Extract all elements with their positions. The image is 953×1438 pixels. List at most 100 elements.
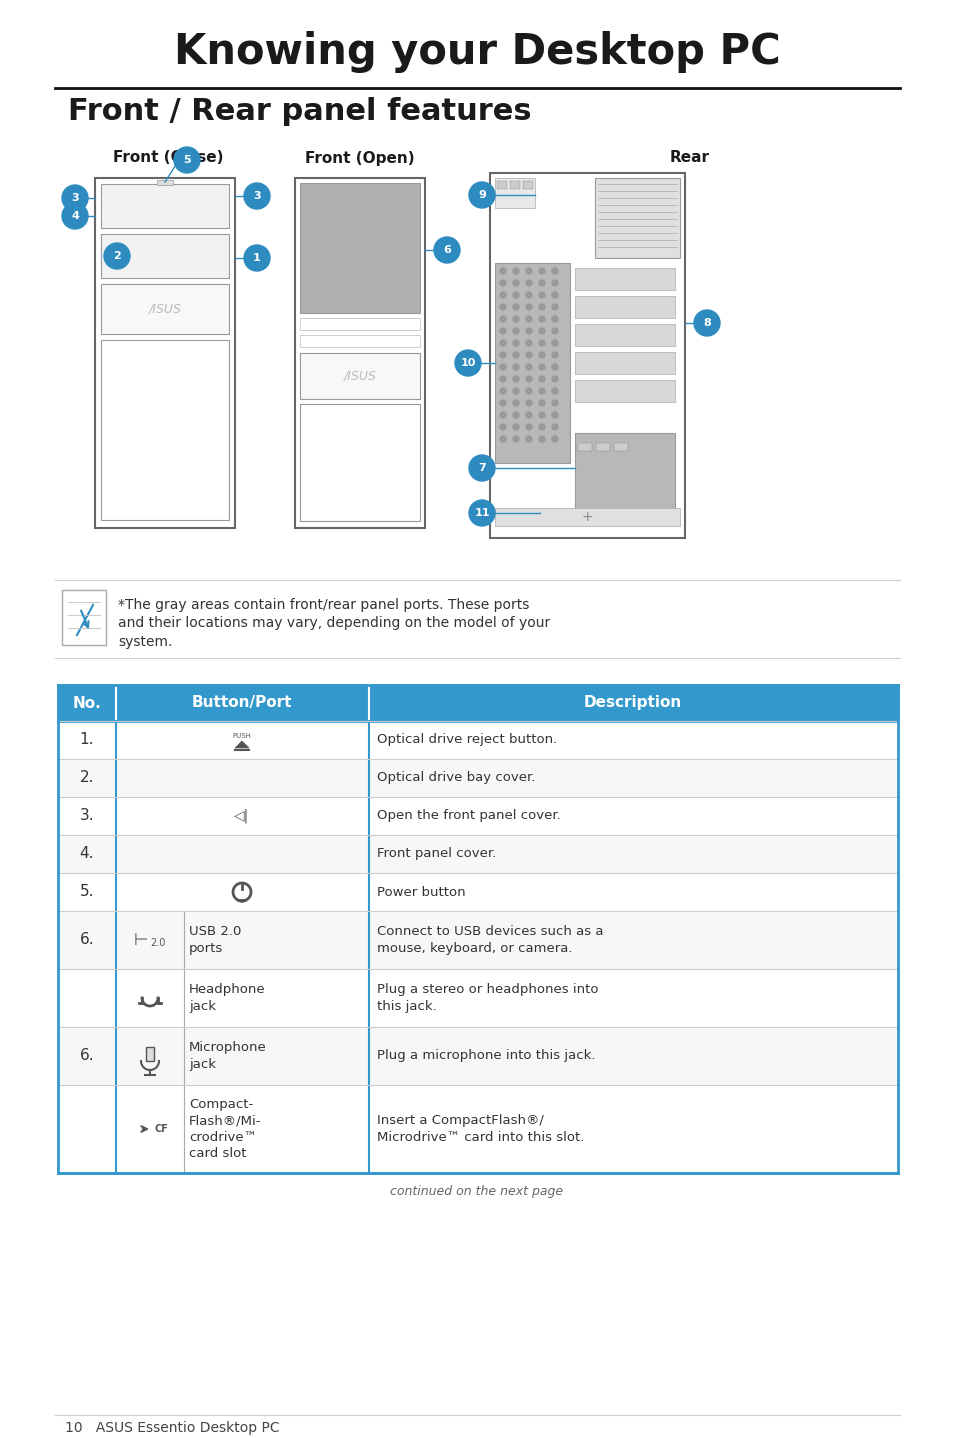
Circle shape — [513, 436, 518, 441]
Bar — [59, 835, 896, 873]
Bar — [59, 722, 896, 758]
Circle shape — [552, 364, 558, 370]
Text: USB 2.0
ports: USB 2.0 ports — [189, 925, 241, 955]
Circle shape — [538, 328, 544, 334]
Text: 2.: 2. — [80, 771, 94, 785]
Circle shape — [552, 280, 558, 286]
Circle shape — [525, 424, 532, 430]
Bar — [59, 873, 896, 910]
Text: Headphone
jack: Headphone jack — [189, 984, 265, 1012]
Circle shape — [525, 364, 532, 370]
Circle shape — [513, 375, 518, 383]
Bar — [490, 173, 684, 538]
Circle shape — [499, 316, 505, 322]
Text: 1: 1 — [253, 253, 260, 263]
Bar — [510, 181, 519, 188]
Circle shape — [62, 186, 88, 211]
Circle shape — [525, 352, 532, 358]
Circle shape — [552, 400, 558, 406]
Circle shape — [538, 436, 544, 441]
Bar — [299, 404, 419, 521]
Circle shape — [538, 352, 544, 358]
Circle shape — [552, 328, 558, 334]
Text: 10   ASUS Essentio Desktop PC: 10 ASUS Essentio Desktop PC — [65, 1421, 279, 1435]
Bar — [495, 508, 679, 526]
Circle shape — [513, 352, 518, 358]
Text: 6.: 6. — [80, 932, 94, 948]
Bar — [59, 759, 896, 797]
Bar — [495, 263, 569, 463]
Circle shape — [513, 424, 518, 430]
Circle shape — [525, 328, 532, 334]
Circle shape — [499, 303, 505, 311]
Circle shape — [538, 303, 544, 311]
Circle shape — [525, 292, 532, 298]
Circle shape — [62, 203, 88, 229]
Text: 8: 8 — [702, 318, 710, 328]
Bar — [575, 380, 675, 403]
Bar — [575, 324, 675, 347]
Text: Optical drive reject button.: Optical drive reject button. — [376, 733, 557, 746]
Text: 3: 3 — [71, 193, 79, 203]
Circle shape — [525, 267, 532, 275]
Bar — [157, 180, 172, 186]
Circle shape — [469, 500, 495, 526]
Bar — [495, 178, 535, 209]
Circle shape — [538, 413, 544, 418]
Bar — [575, 433, 675, 513]
Text: 2: 2 — [113, 252, 121, 262]
Text: Insert a CompactFlash®/
Microdrive™ card into this slot.: Insert a CompactFlash®/ Microdrive™ card… — [376, 1114, 584, 1143]
Text: 3.: 3. — [80, 808, 94, 824]
Bar — [101, 184, 229, 229]
Circle shape — [552, 424, 558, 430]
Text: Front panel cover.: Front panel cover. — [376, 847, 496, 860]
Text: Front (Open): Front (Open) — [305, 151, 415, 165]
Bar — [58, 684, 897, 720]
Text: 7: 7 — [477, 463, 485, 473]
Circle shape — [525, 388, 532, 394]
Text: /ISUS: /ISUS — [149, 302, 181, 315]
Bar — [596, 443, 609, 452]
Text: Knowing your Desktop PC: Knowing your Desktop PC — [173, 32, 780, 73]
Bar — [59, 1028, 896, 1084]
Circle shape — [513, 292, 518, 298]
Text: 2.0: 2.0 — [150, 938, 165, 948]
Circle shape — [525, 280, 532, 286]
Bar — [299, 318, 419, 329]
Bar — [59, 798, 896, 834]
Text: PUSH: PUSH — [233, 733, 252, 739]
Circle shape — [513, 280, 518, 286]
Circle shape — [499, 339, 505, 347]
Circle shape — [244, 183, 270, 209]
Bar — [575, 267, 675, 290]
Circle shape — [244, 244, 270, 270]
Bar — [497, 181, 506, 188]
Circle shape — [499, 292, 505, 298]
Circle shape — [552, 352, 558, 358]
Circle shape — [525, 436, 532, 441]
Text: 5.: 5. — [80, 884, 94, 900]
Circle shape — [525, 413, 532, 418]
Circle shape — [538, 292, 544, 298]
Circle shape — [499, 436, 505, 441]
Circle shape — [499, 280, 505, 286]
Text: Front / Rear panel features: Front / Rear panel features — [68, 98, 531, 127]
Circle shape — [693, 311, 720, 336]
Text: 10: 10 — [460, 358, 476, 368]
Bar — [59, 969, 896, 1027]
Bar — [614, 443, 627, 452]
Bar — [101, 234, 229, 278]
Circle shape — [499, 413, 505, 418]
Circle shape — [538, 375, 544, 383]
Circle shape — [499, 388, 505, 394]
Circle shape — [173, 147, 200, 173]
Text: 5: 5 — [183, 155, 191, 165]
Circle shape — [552, 292, 558, 298]
Text: 6: 6 — [442, 244, 451, 255]
Circle shape — [513, 364, 518, 370]
Text: No.: No. — [72, 696, 101, 710]
Circle shape — [538, 280, 544, 286]
Text: 11: 11 — [474, 508, 489, 518]
Circle shape — [499, 400, 505, 406]
Text: Rear: Rear — [669, 151, 709, 165]
